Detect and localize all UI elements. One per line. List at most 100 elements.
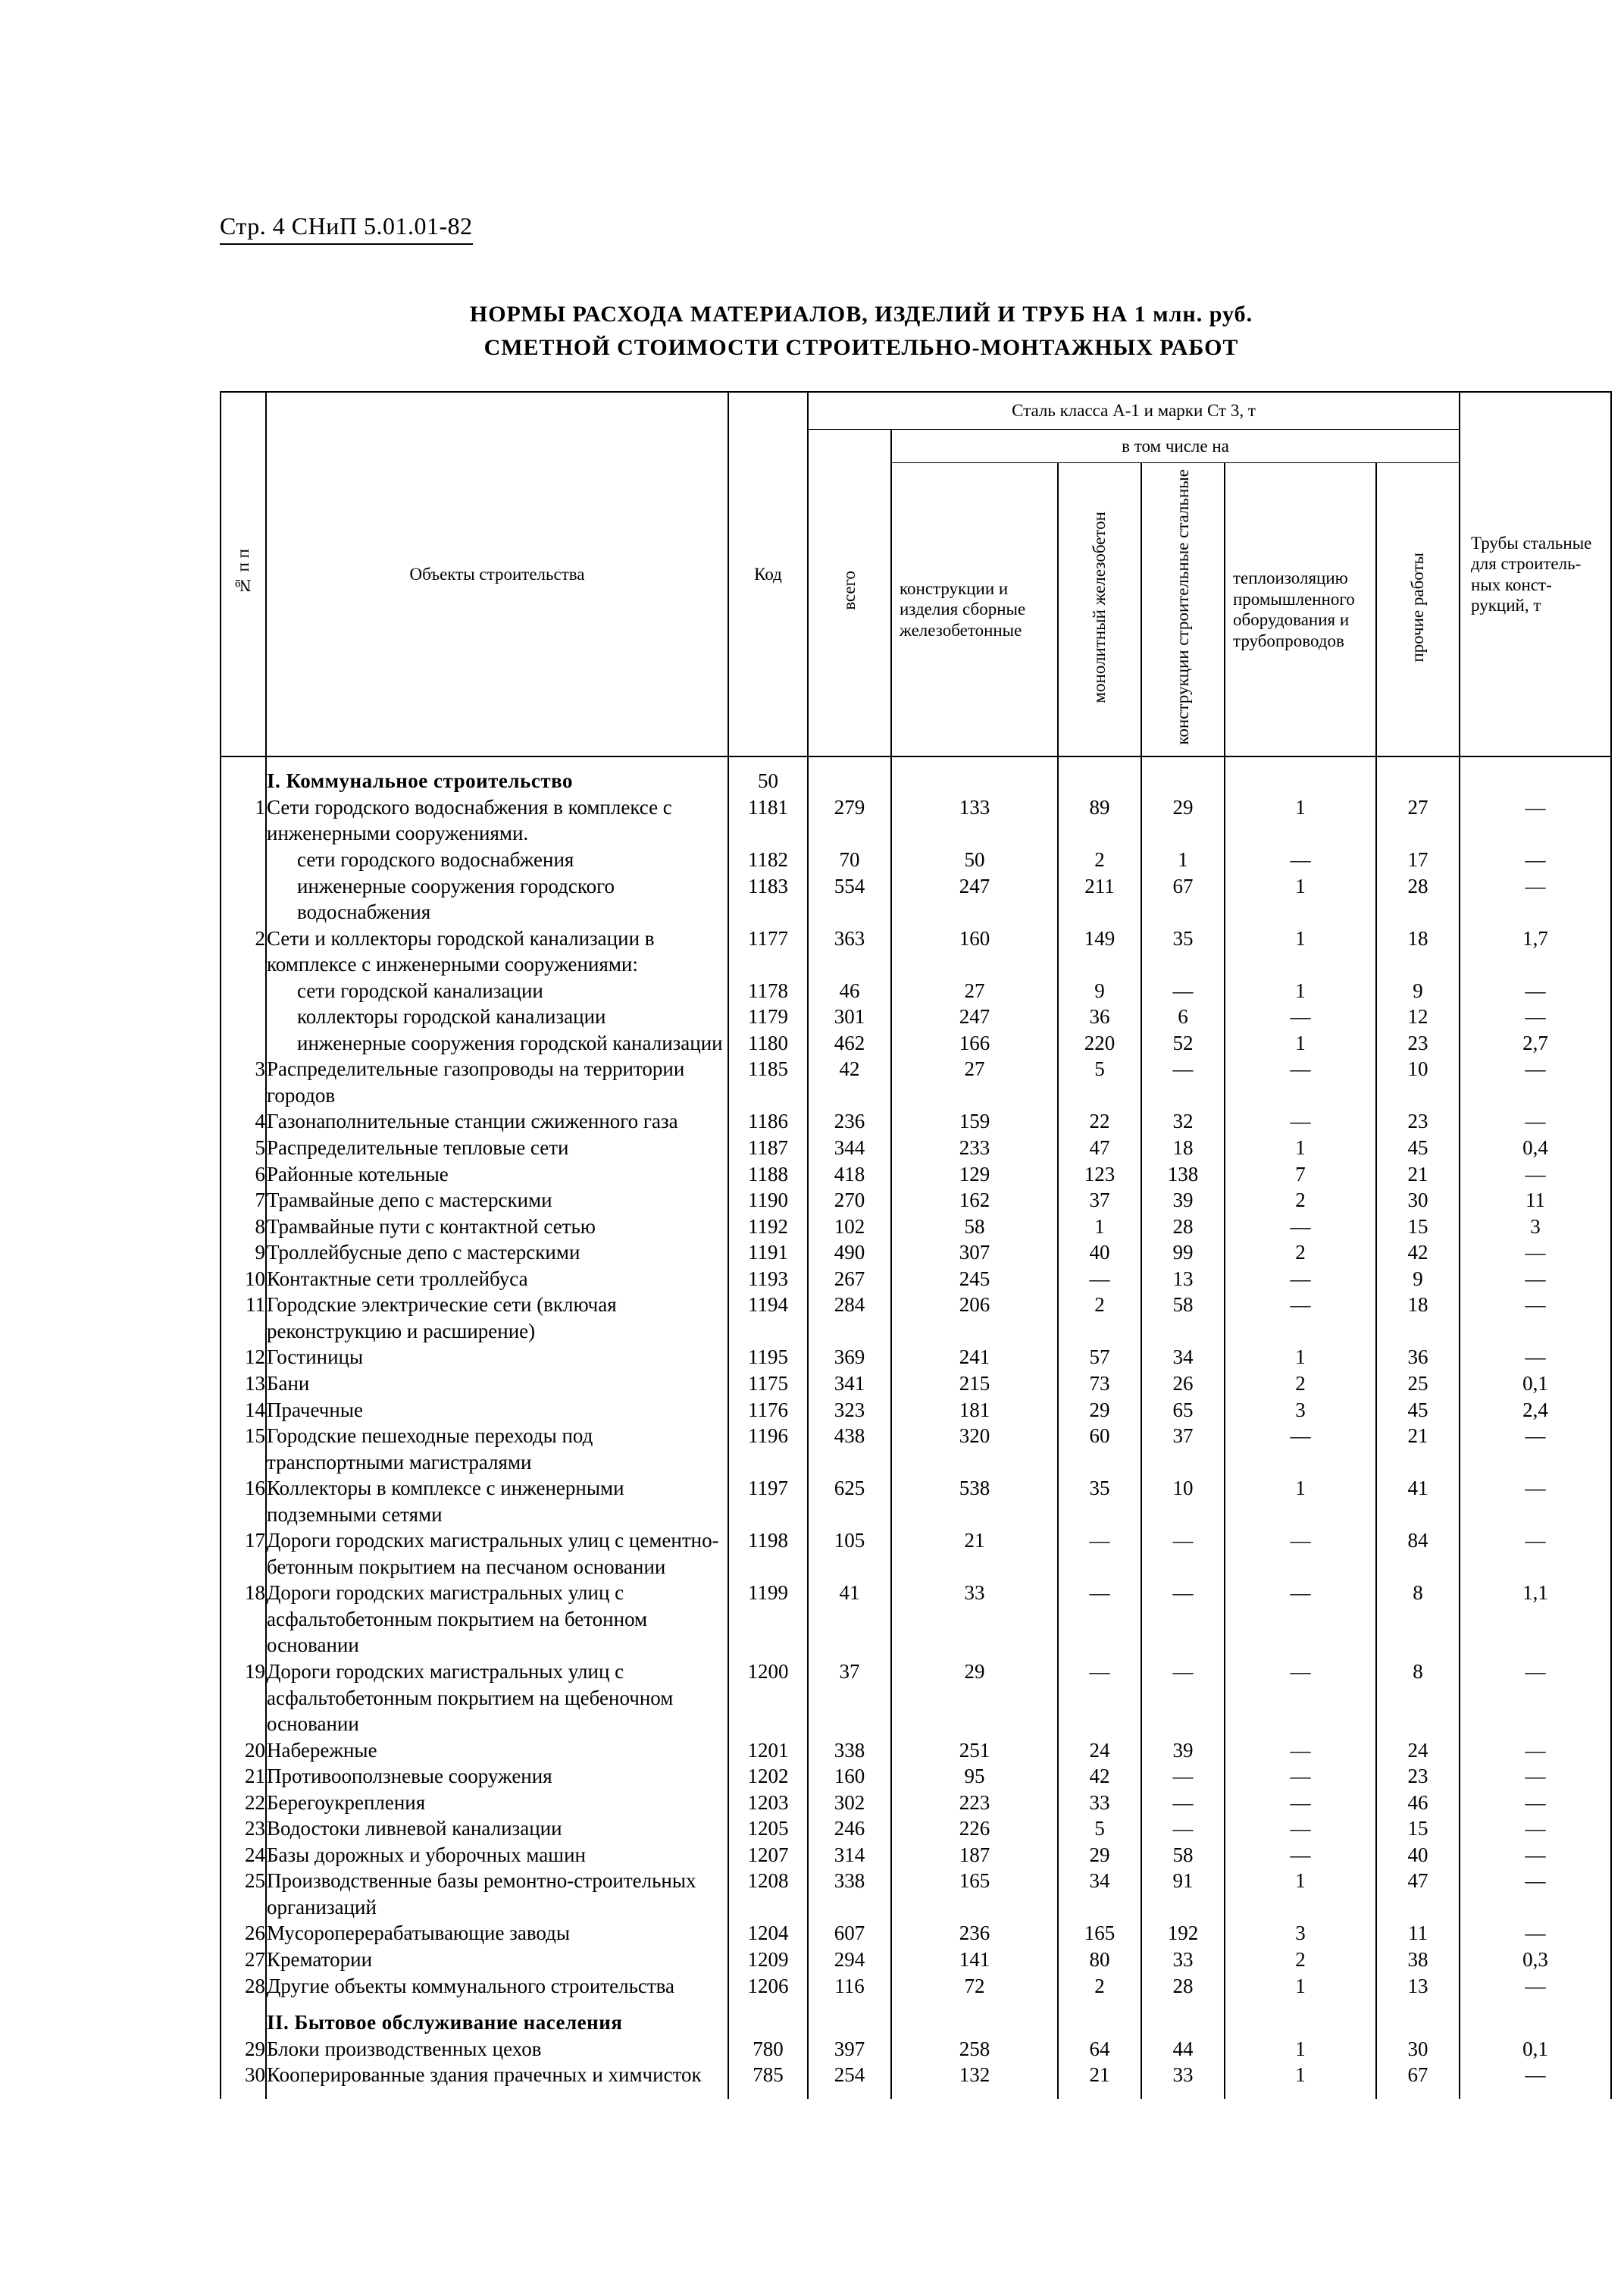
- val-c1: 129: [891, 1161, 1058, 1188]
- val-total: 607: [808, 1920, 891, 1947]
- val-c3: 33: [1141, 1947, 1225, 1973]
- val-total: 323: [808, 1397, 891, 1424]
- table-row: 30Кооперированные здания прачечных и хим…: [221, 2062, 1611, 2088]
- val-total: 338: [808, 1868, 891, 1920]
- row-name: Берегоукрепления: [266, 1790, 728, 1816]
- val-c3: —: [1141, 1580, 1225, 1659]
- val-c5: 18: [1376, 926, 1460, 978]
- val-c3: 29: [1141, 794, 1225, 847]
- row-code: 1207: [728, 1842, 808, 1868]
- table-row: 12Гостиницы11953692415734136—: [221, 1344, 1611, 1370]
- val-c2: 36: [1058, 1004, 1141, 1030]
- row-number: 8: [221, 1214, 266, 1240]
- val-c3: —: [1141, 1815, 1225, 1842]
- row-name: Коллекторы в комплексе с инженер­ными по…: [266, 1475, 728, 1527]
- row-code: 1196: [728, 1423, 808, 1475]
- row-code: 1188: [728, 1161, 808, 1188]
- table-row: 10Контактные сети троллейбуса1193267245—…: [221, 1266, 1611, 1292]
- val-c3: 65: [1141, 1397, 1225, 1424]
- row-code: 1176: [728, 1397, 808, 1424]
- row-code: 50: [728, 768, 808, 794]
- val-c1: 226: [891, 1815, 1058, 1842]
- val-c5: 23: [1376, 1030, 1460, 1057]
- val-c2: 165: [1058, 1920, 1141, 1947]
- table-row: 25Производственные базы ремонтно-строите…: [221, 1868, 1611, 1920]
- val-c4: —: [1225, 1266, 1376, 1292]
- row-name: Городские электрические сети (вклю­чая р…: [266, 1292, 728, 1344]
- row-number: 14: [221, 1397, 266, 1424]
- val-pipe: —: [1460, 1161, 1611, 1188]
- val-c4: 1: [1225, 1868, 1376, 1920]
- val-c5: 46: [1376, 1790, 1460, 1816]
- val-c2: 149: [1058, 926, 1141, 978]
- table-row: 2Сети и коллекторы городской кана­лизаци…: [221, 926, 1611, 978]
- table-row: 29Блоки производственных цехов7803972586…: [221, 2036, 1611, 2063]
- row-number: 13: [221, 1370, 266, 1397]
- val-pipe: —: [1460, 1266, 1611, 1292]
- row-number: 10: [221, 1266, 266, 1292]
- val-total: 462: [808, 1030, 891, 1057]
- row-number: 17: [221, 1527, 266, 1580]
- val-c4: —: [1225, 1056, 1376, 1108]
- val-c1: 95: [891, 1763, 1058, 1790]
- val-total: 236: [808, 1108, 891, 1135]
- val-c2: 47: [1058, 1135, 1141, 1161]
- val-c5: 36: [1376, 1344, 1460, 1370]
- row-name: Городские пешеходные переходы под трансп…: [266, 1423, 728, 1475]
- val-c4: 2: [1225, 1370, 1376, 1397]
- row-code: 785: [728, 2062, 808, 2088]
- row-name: Крематории: [266, 1947, 728, 1973]
- val-pipe: —: [1460, 1815, 1611, 1842]
- row-code: 1208: [728, 1868, 808, 1920]
- val-c4: 3: [1225, 1397, 1376, 1424]
- row-code: 1200: [728, 1659, 808, 1737]
- val-c5: 10: [1376, 1056, 1460, 1108]
- val-c3: —: [1141, 1763, 1225, 1790]
- table-row: 17Дороги городских магистральных улиц с …: [221, 1527, 1611, 1580]
- row-name: Трамвайные пути с контактной сетью: [266, 1214, 728, 1240]
- val-c3: 33: [1141, 2062, 1225, 2088]
- val-c3: 35: [1141, 926, 1225, 978]
- val-c1: 58: [891, 1214, 1058, 1240]
- row-code: 1182: [728, 847, 808, 873]
- table-row: 15Городские пешеходные переходы под тран…: [221, 1423, 1611, 1475]
- val-c3: —: [1141, 978, 1225, 1004]
- table-row: 5Распределительные тепловые сети11873442…: [221, 1135, 1611, 1161]
- row-number: 1: [221, 794, 266, 847]
- val-c3: 32: [1141, 1108, 1225, 1135]
- val-c5: 9: [1376, 1266, 1460, 1292]
- val-c2: 64: [1058, 2036, 1141, 2063]
- table-row: 26Мусороперерабатывающие заводы120460723…: [221, 1920, 1611, 1947]
- row-number: [221, 873, 266, 926]
- val-total: 279: [808, 794, 891, 847]
- val-total: 41: [808, 1580, 891, 1659]
- val-pipe: 1,7: [1460, 926, 1611, 978]
- val-c2: 2: [1058, 847, 1141, 873]
- val-pipe: 0,1: [1460, 1370, 1611, 1397]
- val-c5: 84: [1376, 1527, 1460, 1580]
- row-number: [221, 1030, 266, 1057]
- table-row: 19Дороги городских магистральных улиц с …: [221, 1659, 1611, 1737]
- val-c3: 18: [1141, 1135, 1225, 1161]
- val-c2: 5: [1058, 1815, 1141, 1842]
- section-heading-row: II. Бытовое обслуживание населения: [221, 2009, 1611, 2036]
- row-name: Мусороперерабатывающие заводы: [266, 1920, 728, 1947]
- val-c1: 233: [891, 1135, 1058, 1161]
- val-total: 302: [808, 1790, 891, 1816]
- val-c2: 2: [1058, 1973, 1141, 2000]
- col-header-c3: конструкции строитель­ные стальные: [1141, 463, 1225, 757]
- spacer-row: [221, 2088, 1611, 2099]
- row-number: 27: [221, 1947, 266, 1973]
- val-pipe: —: [1460, 1868, 1611, 1920]
- row-number: 7: [221, 1187, 266, 1214]
- val-pipe: —: [1460, 1790, 1611, 1816]
- val-c4: —: [1225, 847, 1376, 873]
- row-number: 29: [221, 2036, 266, 2063]
- val-c4: [1225, 2009, 1376, 2036]
- row-name: Дороги городских магистральных улиц с ас…: [266, 1659, 728, 1737]
- val-c3: —: [1141, 1790, 1225, 1816]
- val-c5: 11: [1376, 1920, 1460, 1947]
- table-row: инженерные сооружения городско­го водосн…: [221, 873, 1611, 926]
- val-pipe: 3: [1460, 1214, 1611, 1240]
- val-c4: 1: [1225, 2036, 1376, 2063]
